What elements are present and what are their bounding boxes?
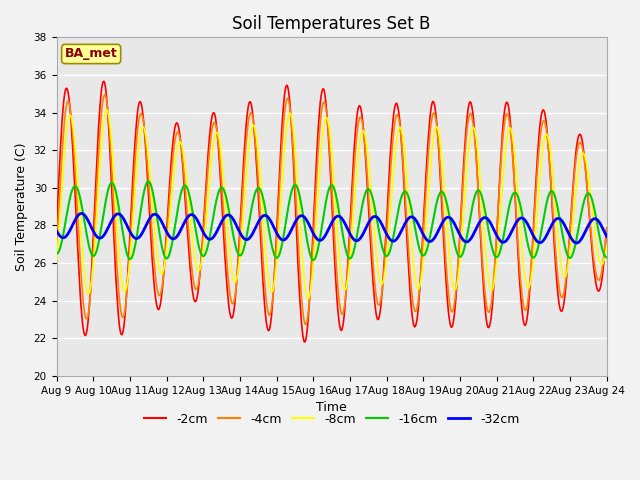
Title: Soil Temperatures Set B: Soil Temperatures Set B <box>232 15 431 33</box>
X-axis label: Time: Time <box>316 401 347 414</box>
Legend: -2cm, -4cm, -8cm, -16cm, -32cm: -2cm, -4cm, -8cm, -16cm, -32cm <box>139 408 525 431</box>
Text: BA_met: BA_met <box>65 48 118 60</box>
Y-axis label: Soil Temperature (C): Soil Temperature (C) <box>15 143 28 271</box>
